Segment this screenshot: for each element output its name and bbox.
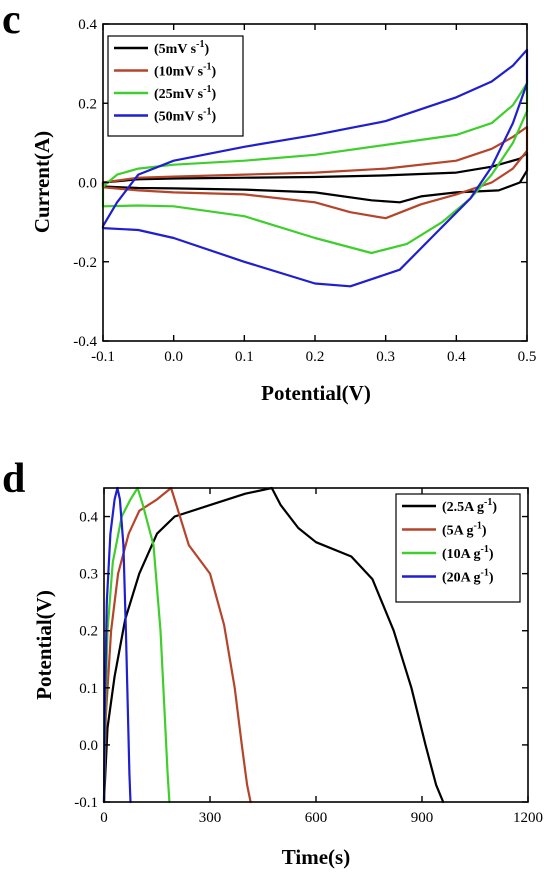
legend-label-main: (2.5A g: [442, 500, 484, 515]
panel-d-legend-label-0: (2.5A g-1): [442, 497, 497, 515]
legend-label-superscript: -1: [484, 497, 492, 508]
legend-label-superscript: -1: [203, 107, 211, 118]
panel-c-label: c: [2, 0, 21, 43]
panel-d-legend-label-2: (10A g-1): [442, 544, 494, 562]
panel-d-series-line-0: [102, 486, 445, 804]
panel-c-y-tick-label: -0.4: [73, 334, 97, 350]
panel-c-y-tick-label: 0.0: [78, 176, 97, 192]
legend-label-close: ): [489, 547, 494, 562]
legend-label-close: ): [211, 110, 216, 125]
panel-c-series-line-1: [101, 125, 529, 220]
legend-label-close: ): [211, 65, 216, 80]
legend-label-close: ): [492, 500, 497, 515]
panel-c-series-line-0: [101, 151, 529, 204]
panel-c-legend-label-3: (50mV s-1): [154, 107, 216, 125]
panel-d-y-tick-label: 0.2: [79, 624, 98, 640]
panel-c-x-tick-label: 0.4: [447, 349, 466, 365]
legend-label-main: (10A g: [442, 547, 481, 562]
panel-c-series-line-3: [101, 48, 529, 288]
panel-d-charge-discharge-chart: d 0 300 600 900 1200 -0.1 0.0 0.1 0.2 0.3 0.4 (2.5…: [2, 456, 543, 869]
panel-d-legend-label-1: (5A g-1): [442, 521, 487, 539]
legend-label-main: (20A g: [442, 571, 481, 586]
panel-d-x-tick-label: 300: [199, 810, 222, 826]
legend-label-main: (10mV s: [154, 65, 204, 80]
panel-d-legend-label-3: (20A g-1): [442, 568, 494, 586]
legend-label-main: (50mV s: [154, 110, 204, 125]
panel-c-x-tick-label: 0.3: [376, 349, 395, 365]
legend-label-superscript: -1: [474, 521, 482, 532]
legend-label-close: ): [482, 524, 487, 539]
panel-c-legend-label-2: (25mV s-1): [154, 84, 216, 102]
panel-c-x-tick-label: 0.1: [235, 349, 254, 365]
panel-d-series-line-2: [102, 486, 171, 804]
panel-d-series-line-3: [102, 486, 132, 804]
legend-label-superscript: -1: [203, 84, 211, 95]
panel-d-y-tick-label: 0.1: [79, 681, 98, 697]
panel-c-legend: (5mV s-1)(10mV s-1)(25mV s-1)(50mV s-1): [107, 35, 244, 137]
legend-label-close: ): [204, 42, 209, 57]
panel-d-x-axis-title: Time(s): [282, 845, 350, 869]
legend-label-close: ): [489, 571, 494, 586]
legend-label-superscript: -1: [481, 568, 489, 579]
legend-label-close: ): [211, 87, 216, 102]
panel-c-x-tick-label: 0.0: [164, 349, 183, 365]
panel-d-label: d: [2, 456, 25, 502]
panel-d-x-tick-label: 0: [100, 810, 108, 826]
panel-d-x-tick-label: 1200: [513, 810, 543, 826]
panel-c-y-tick-label: 0.4: [78, 17, 97, 33]
panel-c-series-line-2: [101, 82, 529, 255]
panel-d-y-tick-label: 0.0: [79, 738, 98, 754]
panel-d-legend: (2.5A g-1)(5A g-1)(10A g-1)(20A g-1): [395, 493, 521, 603]
panel-d-legend-box: [395, 493, 521, 603]
legend-label-superscript: -1: [196, 39, 204, 50]
panel-d-series-line-1: [102, 486, 252, 804]
panel-c-legend-label-1: (10mV s-1): [154, 62, 216, 80]
panel-d-y-axis-title: Potential(V): [32, 590, 56, 700]
panel-d-y-tick-label: 0.3: [79, 567, 98, 583]
legend-label-superscript: -1: [481, 544, 489, 555]
panel-c-legend-box: [107, 35, 244, 137]
panel-c-y-tick-label: -0.2: [73, 255, 97, 271]
panel-c-x-tick-label: 0.2: [306, 349, 325, 365]
legend-label-main: (5mV s: [154, 42, 197, 57]
panel-c-legend-label-0: (5mV s-1): [154, 39, 209, 57]
panel-c-x-axis-title: Potential(V): [261, 381, 371, 405]
panel-c-y-tick-label: 0.2: [78, 96, 97, 112]
legend-label-main: (5A g: [442, 524, 474, 539]
panel-d-x-tick-label: 600: [305, 810, 328, 826]
panel-d-y-tick-label: 0.4: [79, 510, 98, 526]
legend-label-superscript: -1: [203, 62, 211, 73]
legend-label-main: (25mV s: [154, 87, 204, 102]
panel-c-x-tick-label: -0.1: [91, 349, 115, 365]
panel-c-x-tick-label: 0.5: [518, 349, 537, 365]
panel-d-x-tick-label: 900: [411, 810, 434, 826]
panel-d-y-tick-label: -0.1: [74, 795, 98, 811]
panel-c-y-axis-title: Current(A): [30, 131, 54, 233]
panel-c-cyclic-voltammetry-chart: c -0.1 0.0 0.1 0.2 0.3 0.4 0.5 -0.4 -0.2 0.0 0.2 0.…: [2, 0, 536, 405]
